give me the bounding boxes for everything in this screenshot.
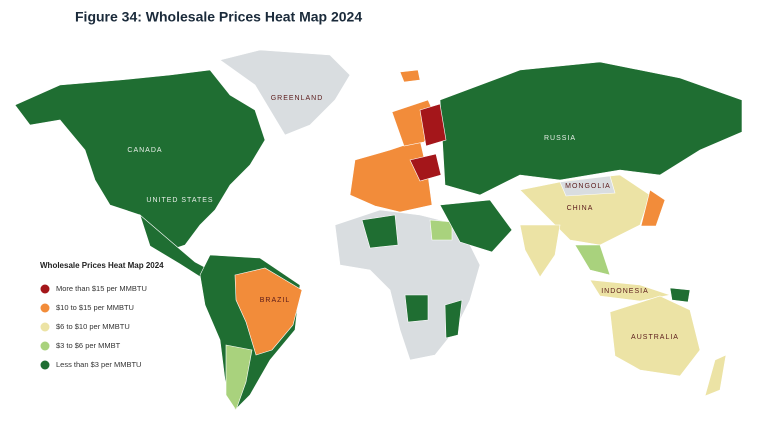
brazil	[234, 267, 303, 356]
legend-swatch	[40, 303, 50, 313]
finland	[419, 103, 447, 147]
algeria	[361, 214, 399, 249]
country-label: RUSSIA	[544, 135, 576, 142]
egypt	[429, 219, 453, 241]
country-label: CHINA	[567, 205, 594, 212]
world-map	[14, 49, 743, 411]
europe	[349, 139, 433, 213]
new-zealand	[704, 354, 727, 397]
country-label: CANADA	[127, 147, 162, 154]
country-labels: GREENLAND CANADA UNITED STATES RUSSIA MO…	[127, 95, 679, 341]
legend: Wholesale Prices Heat Map 2024 More than…	[40, 261, 164, 370]
russia	[439, 61, 743, 196]
papua	[669, 287, 691, 303]
country-label: INDONESIA	[601, 288, 649, 295]
country-label: AUSTRALIA	[631, 334, 679, 341]
legend-label: $10 to $15 per MMBTU	[56, 303, 134, 312]
india	[519, 224, 561, 278]
country-label: MONGOLIA	[565, 183, 611, 190]
mongolia	[559, 175, 616, 197]
middle-east	[439, 199, 513, 253]
legend-swatch	[40, 360, 50, 370]
mozambique	[444, 299, 463, 339]
argentina	[225, 344, 253, 411]
japan	[640, 189, 666, 227]
australia	[609, 295, 701, 377]
title: Figure 34: Wholesale Prices Heat Map 202…	[75, 9, 362, 25]
north-america	[14, 69, 266, 251]
legend-swatch	[40, 322, 50, 332]
angola	[404, 294, 429, 323]
legend-swatch	[40, 284, 50, 294]
legend-label: $3 to $6 per MMBT	[56, 341, 121, 350]
legend-swatch	[40, 341, 50, 351]
country-label: GREENLAND	[271, 95, 324, 102]
iceland	[399, 69, 421, 83]
country-label: UNITED STATES	[146, 197, 213, 204]
country-label: BRAZIL	[260, 297, 291, 304]
greenland	[219, 49, 351, 136]
poland	[409, 153, 442, 182]
legend-label: Less than $3 per MMBTU	[56, 360, 141, 369]
southeast-asia	[574, 244, 611, 276]
legend-title: Wholesale Prices Heat Map 2024	[40, 261, 164, 270]
legend-label: $6 to $10 per MMBTU	[56, 322, 130, 331]
legend-label: More than $15 per MMBTU	[56, 284, 147, 293]
